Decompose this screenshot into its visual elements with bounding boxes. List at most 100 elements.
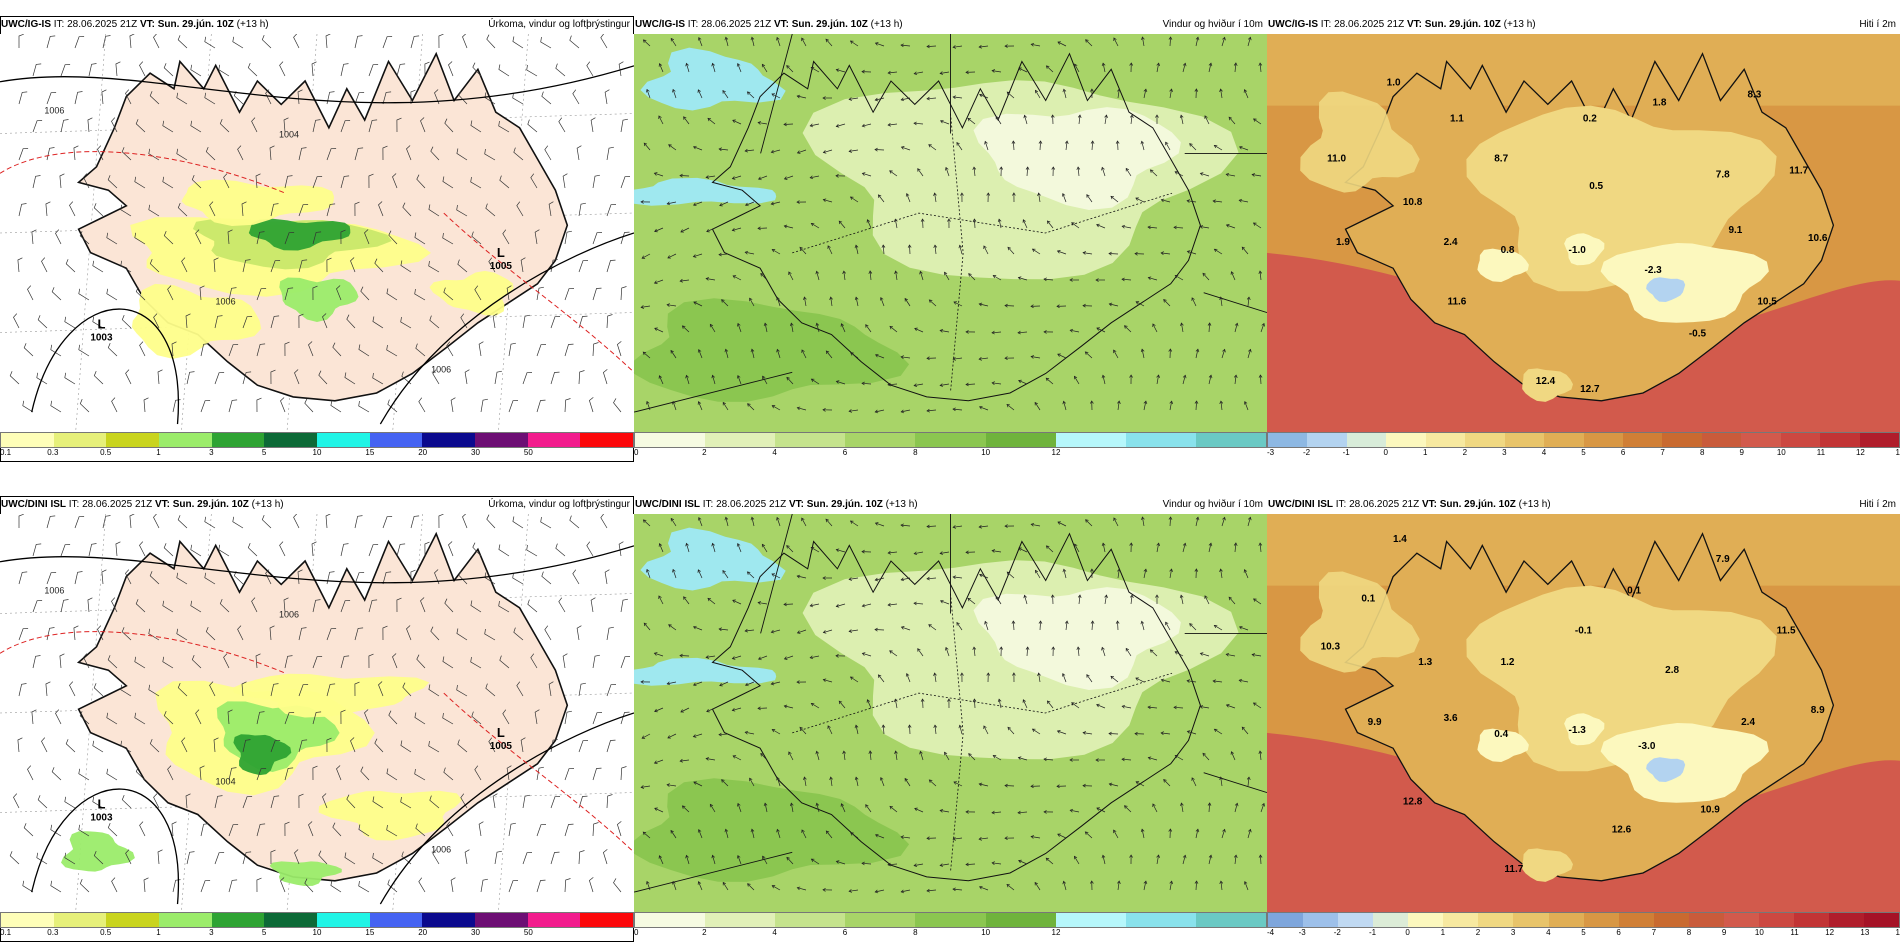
wind-arrow (784, 705, 794, 709)
wind-barb (372, 796, 384, 809)
wind-arrow-head (835, 380, 840, 384)
wind-arrow-head (718, 732, 722, 737)
wind-arrow-head (679, 758, 683, 763)
wind-barb (284, 821, 290, 837)
wind-barb (228, 344, 239, 357)
wind-arrow (1063, 569, 1067, 579)
wind-arrow (776, 297, 781, 307)
wind-arrow-head (803, 296, 807, 301)
wind-barb (261, 514, 272, 529)
wind-arrow-head (894, 750, 898, 755)
wind-arrow-head (746, 91, 751, 95)
colorbar-swatch (1478, 913, 1514, 927)
wind-arrow-head (1043, 810, 1047, 814)
wind-arrow (1165, 622, 1171, 631)
wind-barb (176, 148, 188, 161)
wind-arrow-head (1090, 620, 1095, 624)
wind-arrow (1253, 702, 1262, 709)
wind-arrow (1083, 732, 1093, 735)
wind-barb (18, 148, 29, 161)
wind-arrow (843, 751, 846, 761)
wind-arrow-head (1189, 623, 1193, 627)
wind-arrow-head (1007, 726, 1012, 731)
colorbar-swatch (1425, 433, 1466, 447)
wind-arrow (722, 402, 729, 411)
temperature-value-label: -0.5 (1689, 328, 1707, 339)
wind-barb (516, 201, 524, 217)
colorbar-swatch (1386, 433, 1426, 447)
wind-arrow-head (1004, 303, 1008, 308)
wind-barb (92, 260, 104, 273)
wind-arrow-head (776, 296, 780, 301)
wind-barb (115, 541, 121, 557)
wind-arrow-head (960, 192, 964, 196)
wind-arrow (1047, 700, 1054, 709)
wind-barb (280, 877, 286, 893)
wind-arrow-head (965, 382, 969, 387)
wind-arrow (771, 573, 781, 579)
wind-arrow-head (1165, 141, 1169, 146)
wind-barb (149, 91, 160, 105)
wind-arrow-head (763, 802, 768, 807)
wind-arrow-head (868, 270, 873, 274)
wind-barb (512, 516, 524, 529)
wind-barb (308, 821, 314, 837)
wind-arrow-head (992, 275, 997, 279)
wind-arrow-head (692, 202, 697, 207)
wind-arrow (979, 574, 989, 579)
wind-barb (400, 796, 412, 809)
wind-barb (218, 544, 230, 557)
wind-barb (270, 795, 280, 809)
colorbar-swatch (580, 913, 634, 927)
wind-arrow (811, 223, 820, 229)
wind-arrow (1241, 246, 1249, 255)
colorbar-swatch (1829, 913, 1865, 927)
wind-arrow-head (1012, 672, 1016, 676)
wind-arrow-head (789, 802, 794, 807)
wind-arrow (1187, 200, 1197, 203)
wind-arrow (823, 149, 833, 153)
wind-arrow-head (827, 725, 831, 729)
colorbar-tick-label: 9 (1721, 928, 1727, 937)
wind-barb (326, 148, 337, 161)
wind-arrow (654, 707, 664, 712)
wind-arrow (836, 860, 846, 865)
wind-arrow-head (1208, 62, 1213, 67)
wind-arrow (1022, 699, 1028, 709)
wind-arrow (830, 777, 833, 787)
wind-barb (592, 822, 599, 837)
wind-barb (153, 793, 160, 809)
colorbar-swatch (1793, 913, 1829, 927)
wind-arrow-head (928, 779, 933, 783)
temperature-value-label: 0.1 (1627, 586, 1641, 597)
wind-arrow (732, 227, 742, 231)
wind-arrow-head (1108, 251, 1112, 256)
wind-barb (148, 148, 160, 161)
wind-arrow-head (707, 597, 712, 602)
wind-arrow (827, 725, 833, 735)
wind-arrow (1228, 596, 1236, 605)
wind-arrow (659, 855, 664, 865)
wind-barb (200, 823, 209, 837)
wind-barb (492, 313, 498, 329)
wind-arrow-head (697, 516, 702, 521)
wind-arrow-head (1011, 620, 1016, 624)
wind-arrow (1125, 648, 1132, 657)
wind-arrow-head (861, 381, 865, 386)
temperature-value-label: 11.7 (1504, 864, 1523, 875)
wind-barb (134, 232, 146, 245)
wind-arrow-head (1199, 705, 1204, 709)
wind-barb (59, 653, 65, 669)
wind-arrow (1244, 569, 1249, 579)
wind-arrow-head (1050, 114, 1055, 118)
wind-arrow-head (749, 777, 753, 782)
wind-barb (265, 89, 272, 105)
low-pressure-value: 1005 (490, 261, 513, 272)
wind-arrow-head (1101, 646, 1105, 651)
wind-barb (227, 709, 233, 725)
wind-arrow-head (1195, 828, 1200, 833)
wind-barb (428, 684, 440, 697)
wind-arrow (721, 299, 729, 307)
wind-barb (494, 850, 502, 865)
wind-arrow-head (658, 115, 662, 120)
